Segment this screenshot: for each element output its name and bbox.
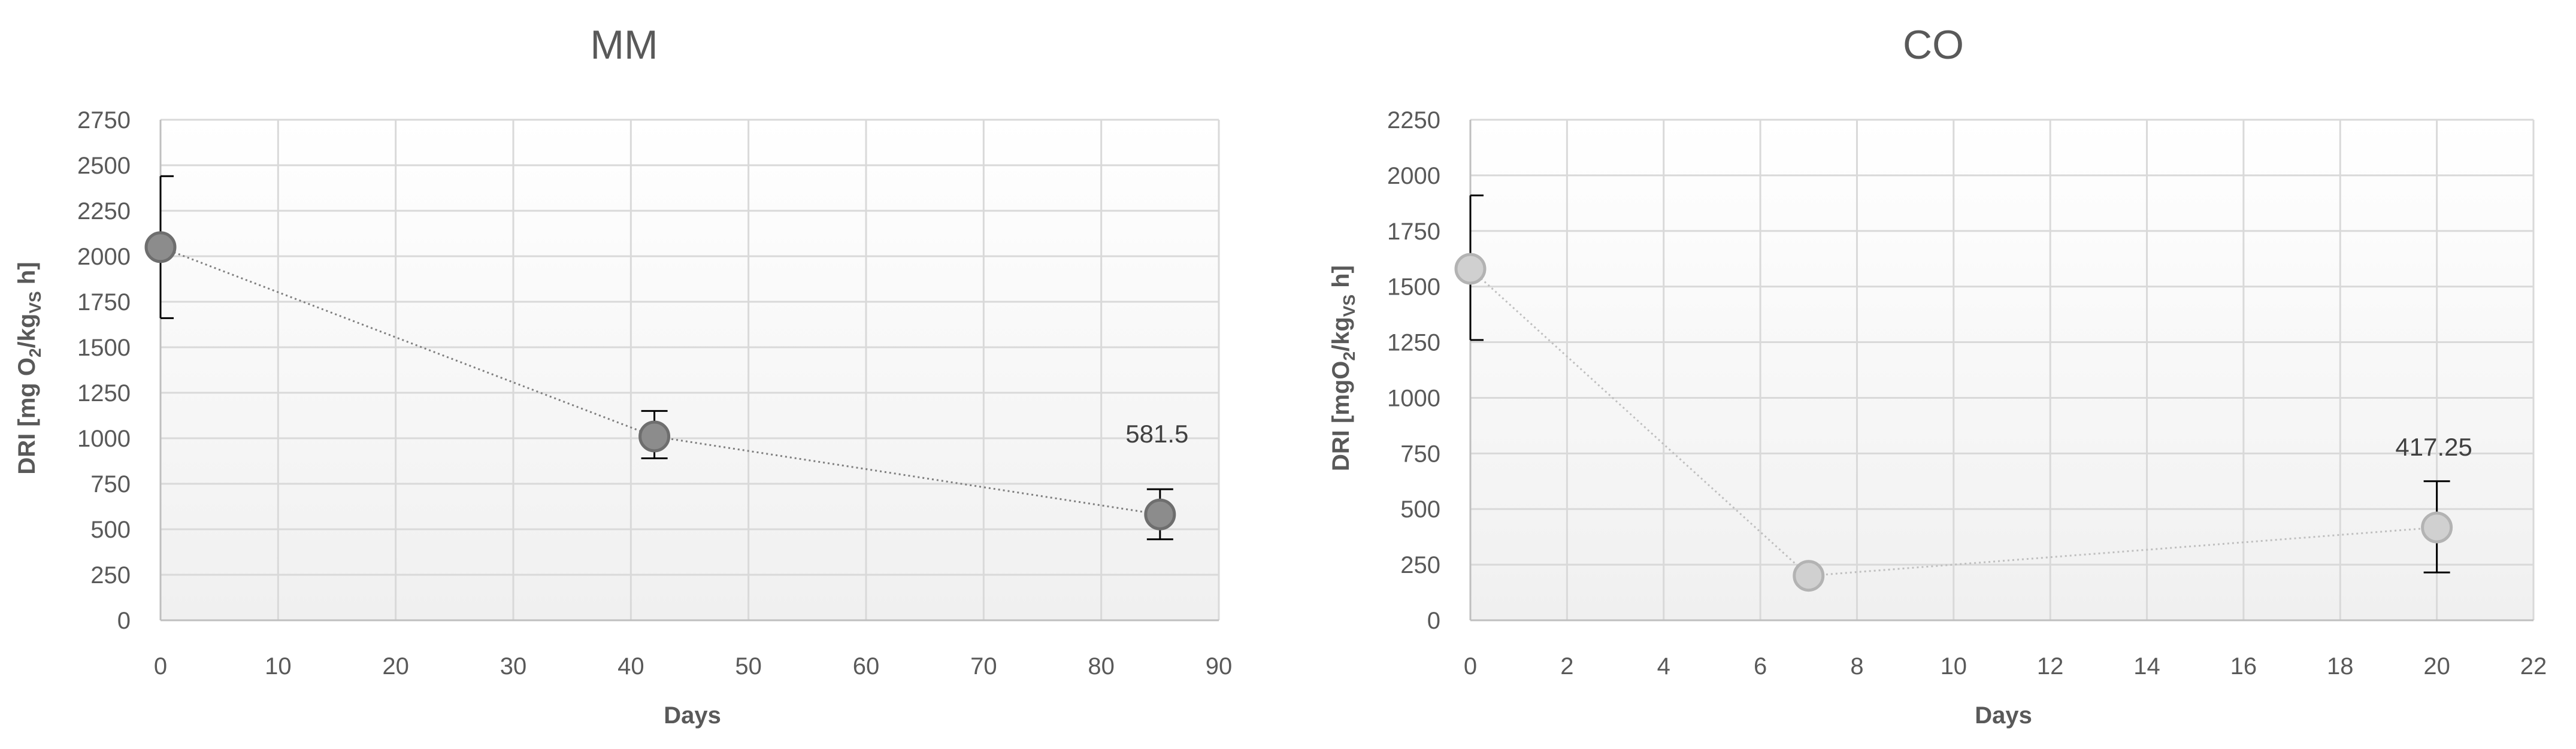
y-tick-label: 2250 [77, 198, 131, 225]
y-tick-label: 1500 [1387, 274, 1440, 301]
x-tick-label: 10 [1941, 653, 1967, 680]
y-axis-title-part: VS [1340, 295, 1358, 317]
x-tick-label: 0 [154, 653, 167, 680]
plot-area [1470, 120, 2533, 620]
x-tick-label: 2 [1560, 653, 1573, 680]
x-tick-label: 4 [1657, 653, 1670, 680]
chart-mm: MM Days DRI [mg O2/kgVS h] 0250500750100… [14, 22, 1232, 729]
x-tick-label: 22 [2520, 653, 2547, 680]
y-axis-title-part: VS [26, 291, 44, 313]
y-tick-label: 1750 [1387, 219, 1440, 245]
y-tick-label: 2000 [77, 244, 131, 270]
data-point [638, 420, 671, 453]
x-tick-label: 20 [2423, 653, 2450, 680]
y-axis-title-part: 2 [26, 348, 44, 357]
y-tick-label: 0 [1427, 608, 1440, 634]
y-axis-title-part: h] [14, 262, 40, 291]
y-axis-title-part: DRI [mg O [14, 357, 40, 475]
y-axis-title: DRI [mgO2/kgVS h] [1328, 265, 1358, 471]
x-tick-label: 20 [382, 653, 409, 680]
y-tick-label: 1000 [77, 426, 131, 452]
y-tick-label: 1250 [77, 380, 131, 407]
x-axis-title: Days [664, 702, 721, 729]
x-tick-label: 6 [1754, 653, 1767, 680]
chart-co: CO Days DRI [mgO2/kgVS h] 02505007501000… [1328, 22, 2547, 729]
y-tick-label: 0 [117, 608, 131, 634]
data-label: 417.25 [2395, 433, 2472, 461]
chart-title: CO [1903, 22, 1964, 68]
y-tick-label: 2000 [1387, 163, 1440, 189]
plot-area [161, 120, 1219, 620]
y-tick-label: 2750 [77, 107, 131, 134]
x-tick-label: 40 [617, 653, 644, 680]
y-tick-label: 2500 [77, 153, 131, 179]
y-tick-label: 500 [1400, 496, 1440, 523]
y-tick-label: 750 [1400, 441, 1440, 467]
y-axis-title-part: /kg [1328, 317, 1354, 351]
y-tick-label: 1750 [77, 289, 131, 316]
chart-title: MM [590, 22, 658, 68]
x-tick-label: 50 [735, 653, 762, 680]
x-tick-label: 60 [853, 653, 880, 680]
y-axis-title-part: /kg [14, 314, 40, 348]
x-tick-label: 14 [2133, 653, 2160, 680]
y-tick-label: 1000 [1387, 385, 1440, 411]
y-axis-title-part: DRI [mgO [1328, 361, 1354, 471]
data-label: 581.5 [1125, 420, 1188, 448]
x-tick-label: 18 [2327, 653, 2354, 680]
x-axis-title: Days [1975, 702, 2032, 729]
data-point [2421, 511, 2453, 544]
y-tick-label: 500 [90, 517, 131, 543]
data-point [1454, 253, 1487, 285]
y-tick-label: 1250 [1387, 330, 1440, 356]
y-tick-label: 250 [90, 562, 131, 589]
x-tick-label: 10 [265, 653, 292, 680]
data-point [1144, 498, 1176, 530]
y-axis-title-part: h] [1328, 265, 1354, 295]
x-tick-label: 8 [1850, 653, 1863, 680]
y-tick-label: 750 [90, 471, 131, 498]
data-point [144, 231, 177, 263]
x-tick-label: 12 [2037, 653, 2064, 680]
x-tick-label: 0 [1464, 653, 1477, 680]
x-tick-label: 30 [500, 653, 527, 680]
y-tick-label: 2250 [1387, 107, 1440, 134]
y-axis-title: DRI [mg O2/kgVS h] [14, 262, 44, 474]
x-tick-label: 80 [1088, 653, 1115, 680]
x-tick-label: 70 [970, 653, 997, 680]
y-axis-title-part: 2 [1340, 351, 1358, 361]
data-point [1793, 560, 1825, 592]
x-tick-label: 16 [2230, 653, 2257, 680]
y-tick-label: 250 [1400, 552, 1440, 578]
y-tick-label: 1500 [77, 335, 131, 361]
x-tick-label: 90 [1206, 653, 1233, 680]
